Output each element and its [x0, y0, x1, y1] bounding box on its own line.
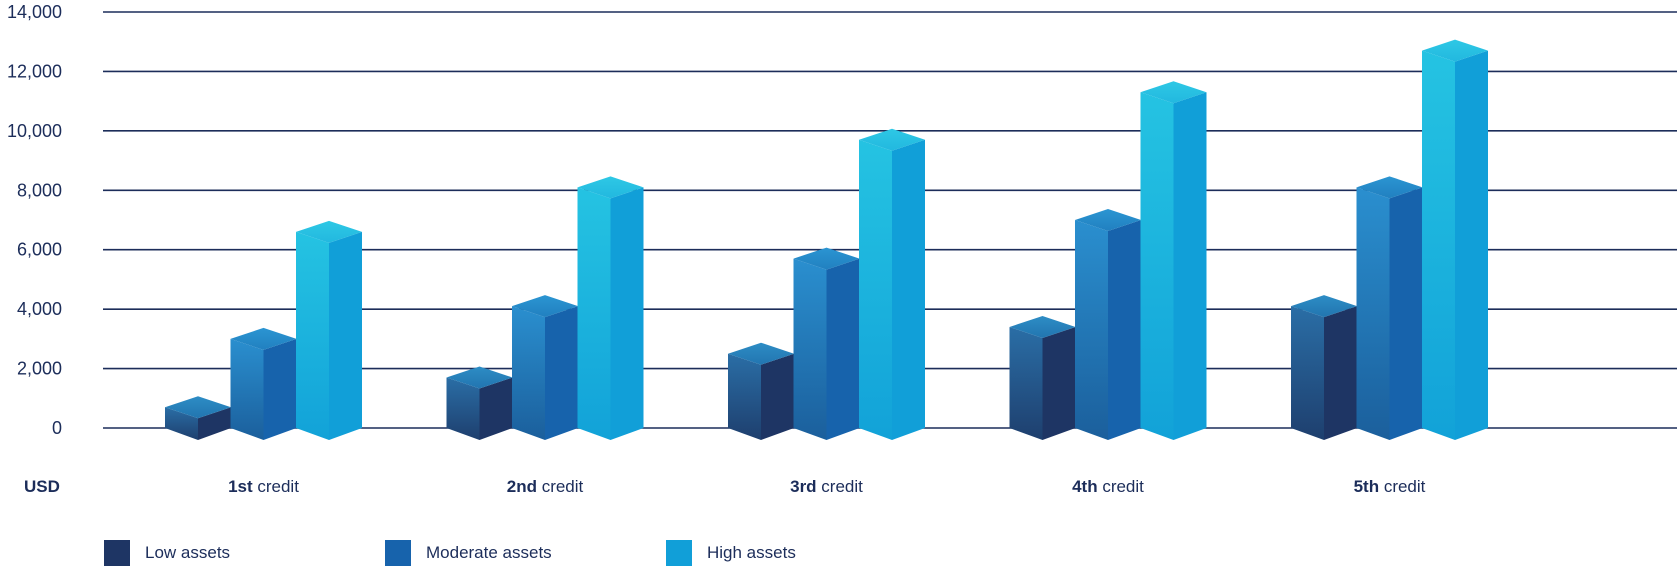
bar-right-face [545, 306, 578, 440]
bar-top-face [230, 327, 297, 350]
category-suffix: credit [253, 477, 300, 496]
bar-right-face [761, 353, 794, 440]
bar-left-face [1140, 92, 1174, 440]
bar-left-face [1075, 220, 1108, 440]
legend-swatch-low-assets [104, 540, 130, 566]
bar-top-face [1075, 209, 1141, 231]
y-tick-label: 6,000 [17, 240, 62, 260]
bar-moderate-assets-5 [1356, 176, 1423, 440]
bar-high-assets-4 [1140, 81, 1207, 440]
category-suffix: credit [1379, 477, 1426, 496]
category-ordinal: 2nd [507, 477, 537, 496]
bar-high-assets-1 [296, 220, 362, 440]
bar-moderate-assets-3 [793, 247, 860, 440]
bar-high-assets-5 [1422, 39, 1488, 440]
bar-right-face [198, 407, 231, 440]
bar-right-face [610, 187, 644, 440]
y-tick-label: 8,000 [17, 180, 62, 200]
bar-left-face [1291, 306, 1324, 440]
bar-top-face [1009, 315, 1076, 338]
category-suffix: credit [1098, 477, 1145, 496]
bar-right-face [1108, 220, 1141, 440]
bar-top-face [793, 247, 860, 270]
legend-label-high-assets: High assets [707, 543, 796, 562]
bar-low-assets-1 [165, 396, 231, 440]
y-unit-label: USD [24, 477, 60, 496]
category-label: 2nd credit [507, 477, 584, 496]
bar-top-face [728, 342, 794, 365]
y-tick-label: 10,000 [7, 121, 62, 141]
category-suffix: credit [537, 477, 584, 496]
bar-left-face [230, 338, 264, 440]
category-label: 3rd credit [790, 477, 863, 496]
bar-top-face [446, 366, 513, 389]
bar-top-face [1291, 295, 1357, 318]
bar-moderate-assets-4 [1075, 209, 1141, 440]
y-tick-label: 0 [52, 418, 62, 438]
bar-right-face [263, 338, 297, 440]
bar-right-face [1042, 326, 1076, 440]
category-suffix: credit [817, 477, 864, 496]
category-label: 5th credit [1354, 477, 1426, 496]
bar-chart: 14,000 12,000 10,000 8,000 6,000 4,000 2,000 0 U… [7, 2, 1677, 496]
y-tick-label: 14,000 [7, 2, 62, 22]
category-ordinal: 5th [1354, 477, 1380, 496]
bar-left-face [165, 407, 198, 440]
bar-right-face [826, 258, 860, 440]
bar-left-face [296, 231, 329, 440]
bar-left-face [859, 139, 892, 440]
bar-top-face [577, 176, 644, 199]
bar-moderate-assets-1 [230, 327, 297, 440]
legend-item-high-assets: High assets [666, 540, 947, 566]
category-ordinal: 4th [1072, 477, 1098, 496]
bar-left-face [446, 377, 480, 440]
category-label: 1st credit [228, 477, 299, 496]
bar-low-assets-4 [1009, 315, 1076, 440]
bar-left-face [793, 258, 827, 440]
bar-top-face [512, 295, 578, 318]
legend-label-moderate-assets: Moderate assets [426, 543, 552, 562]
y-tick-label: 4,000 [17, 299, 62, 319]
legend-swatch-moderate-assets [385, 540, 411, 566]
legend-item-moderate-assets: Moderate assets [385, 540, 666, 566]
bar-high-assets-3 [859, 128, 925, 440]
chart-legend: Low assets Moderate assets High assets [104, 540, 947, 566]
bar-low-assets-3 [728, 342, 794, 440]
bar-right-face [1173, 92, 1207, 440]
category-label: 4th credit [1072, 477, 1144, 496]
category-ordinal: 3rd [790, 477, 816, 496]
bar-left-face [1009, 326, 1043, 440]
bar-top-face [1140, 81, 1207, 104]
bar-right-face [892, 139, 925, 440]
bar-left-face [728, 353, 761, 440]
bar-top-face [165, 396, 231, 419]
category-ordinal: 1st [228, 477, 253, 496]
bar-right-face [1455, 50, 1488, 440]
bar-top-face [1356, 176, 1423, 199]
bar-left-face [1422, 50, 1455, 440]
bar-right-face [1324, 306, 1357, 440]
bar-right-face [329, 231, 362, 440]
bar-top-face [859, 128, 925, 151]
legend-swatch-high-assets [666, 540, 692, 566]
bar-moderate-assets-2 [512, 295, 578, 440]
bar-low-assets-2 [446, 366, 513, 440]
y-tick-label: 2,000 [17, 359, 62, 379]
bar-low-assets-5 [1291, 295, 1357, 440]
bar-left-face [1356, 187, 1390, 440]
legend-label-low-assets: Low assets [145, 543, 231, 562]
bar-left-face [577, 187, 611, 440]
bar-top-face [1422, 39, 1488, 62]
bar-high-assets-2 [577, 176, 644, 440]
y-tick-label: 12,000 [7, 61, 62, 81]
bar-top-face [296, 220, 362, 243]
legend-item-low-assets: Low assets [104, 540, 385, 566]
bar-right-face [1389, 187, 1423, 440]
bar-right-face [479, 377, 513, 440]
bar-left-face [512, 306, 545, 440]
